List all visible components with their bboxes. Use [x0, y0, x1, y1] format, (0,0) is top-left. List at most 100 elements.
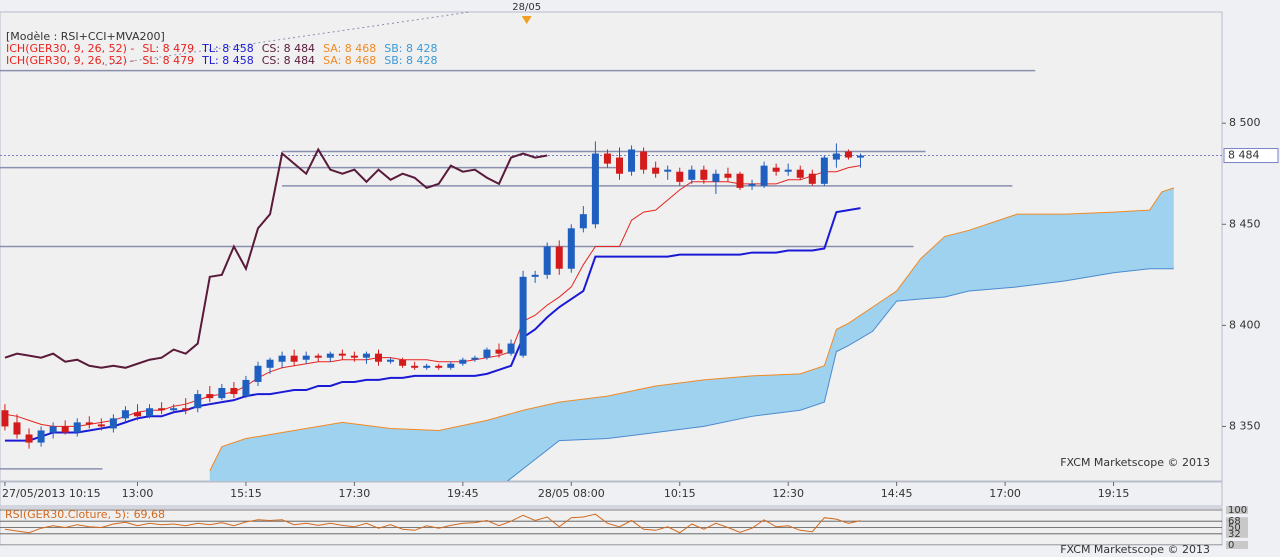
- x-tick-label: 19:15: [1098, 487, 1130, 500]
- chikou-line: [4, 147, 548, 369]
- candle-body: [25, 434, 33, 443]
- legend-item: SB: 8 428: [384, 54, 437, 67]
- candle-body: [760, 165, 768, 186]
- y-tick-label: 8 400: [1229, 318, 1261, 331]
- candle-body: [700, 169, 708, 180]
- candle-body: [808, 173, 816, 184]
- candle-body: [242, 379, 250, 397]
- rsi-tick-label: 100: [1228, 505, 1247, 516]
- candle-body: [820, 157, 828, 184]
- legend-item: SB: 8 428: [384, 42, 437, 55]
- rsi-line: [4, 513, 861, 534]
- candle-body: [97, 424, 105, 427]
- candle-body: [483, 349, 491, 358]
- rsi-name: RSI(GER30.Cloture, 5):: [5, 508, 130, 521]
- y-tick-label: 8 500: [1229, 116, 1261, 129]
- rsi-current: 69,68: [134, 508, 166, 521]
- candle-body: [194, 394, 202, 409]
- rsi-tick-label: 0: [1228, 540, 1234, 551]
- candle-body: [374, 353, 382, 362]
- candle-body: [531, 274, 539, 277]
- candle-body: [447, 363, 455, 368]
- y-tick-label: 8 450: [1229, 217, 1261, 230]
- candle-body: [543, 246, 551, 275]
- candle-body: [603, 153, 611, 164]
- senkou-a-line: [209, 187, 1174, 472]
- candle-body: [230, 388, 238, 395]
- candle-body: [314, 355, 322, 358]
- candle-body: [507, 343, 515, 354]
- rsi-label: RSI(GER30.Cloture, 5): 69,68: [5, 508, 165, 521]
- candle-body: [133, 412, 141, 417]
- y-tick-label: 8 350: [1229, 419, 1261, 432]
- candle-body: [411, 365, 419, 368]
- candle-body: [85, 422, 93, 425]
- candle-body: [146, 408, 154, 417]
- cloud-fill: [209, 187, 1174, 481]
- watermark: FXCM Marketscope © 2013: [1060, 543, 1210, 556]
- legend-item: CS: 8 484: [262, 42, 315, 55]
- kijun-line: [4, 207, 861, 442]
- candle-body: [796, 169, 804, 178]
- ichimoku-legend: ICH(GER30, 9, 26, 52) - SL: 8 479 TL: 8 45…: [6, 54, 438, 67]
- last-price-label: 8 484: [1228, 149, 1260, 162]
- candle-body: [170, 408, 178, 411]
- candle-body: [435, 365, 443, 368]
- candle-body: [290, 355, 298, 362]
- candle-body: [591, 153, 599, 225]
- ichimoku-legend: ICH(GER30, 9, 26, 52) - SL: 8 479 TL: 8 45…: [6, 42, 438, 55]
- legend-item: SL: 8 479: [142, 54, 194, 67]
- candle-body: [640, 151, 648, 170]
- candle-body: [664, 169, 672, 172]
- candle-body: [37, 430, 45, 443]
- candle-body: [1, 410, 9, 427]
- candle-body: [688, 169, 696, 180]
- x-tick-label: 28/05 08:00: [538, 487, 605, 500]
- x-tick-label: 12:30: [772, 487, 804, 500]
- rsi-tick-tag: [1226, 541, 1248, 549]
- candle-body: [206, 394, 214, 399]
- x-tick-label: 17:30: [339, 487, 371, 500]
- candle-body: [748, 183, 756, 186]
- candle-body: [158, 408, 166, 411]
- candle-body: [712, 173, 720, 182]
- candle-body: [567, 228, 575, 269]
- candle-body: [772, 167, 780, 172]
- candle-body: [61, 426, 69, 433]
- legend-item: SA: 8 468: [323, 54, 376, 67]
- candle-body: [278, 355, 286, 362]
- rsi-plot: [0, 509, 1222, 545]
- candle-body: [182, 408, 190, 411]
- rsi-tick-tag: [1226, 517, 1248, 526]
- candle-body: [399, 359, 407, 366]
- candle-body: [423, 365, 431, 368]
- candle-body: [652, 167, 660, 174]
- day-marker-label: 28/05: [512, 2, 541, 13]
- x-tick-label: 14:45: [881, 487, 913, 500]
- candle-body: [628, 149, 636, 172]
- x-tick-label: 10:15: [664, 487, 696, 500]
- candle-body: [362, 353, 370, 358]
- x-tick-label: 27/05/2013 10:15: [2, 487, 101, 500]
- candle-body: [736, 173, 744, 188]
- candle-body: [13, 422, 21, 435]
- candle-body: [471, 357, 479, 360]
- rsi-tick-label: 32: [1228, 529, 1241, 540]
- legend-name: ICH(GER30, 9, 26, 52) -: [6, 54, 134, 67]
- candle-body: [73, 422, 81, 433]
- candle-body: [49, 426, 57, 433]
- rsi-tick-label: 50: [1228, 523, 1241, 534]
- candle-body: [254, 365, 262, 382]
- candle-body: [266, 359, 274, 368]
- rsi-tick-label: 68: [1228, 516, 1241, 527]
- legend-item: TL: 8 458: [201, 54, 254, 67]
- legend-item: SA: 8 468: [323, 42, 376, 55]
- rsi-tick-tag: [1226, 523, 1248, 532]
- time-axis: [0, 481, 1223, 507]
- candle-body: [724, 173, 732, 178]
- candle-body: [856, 155, 864, 158]
- candle-body: [615, 157, 623, 174]
- candle-body: [387, 359, 395, 362]
- candle-body: [109, 418, 117, 429]
